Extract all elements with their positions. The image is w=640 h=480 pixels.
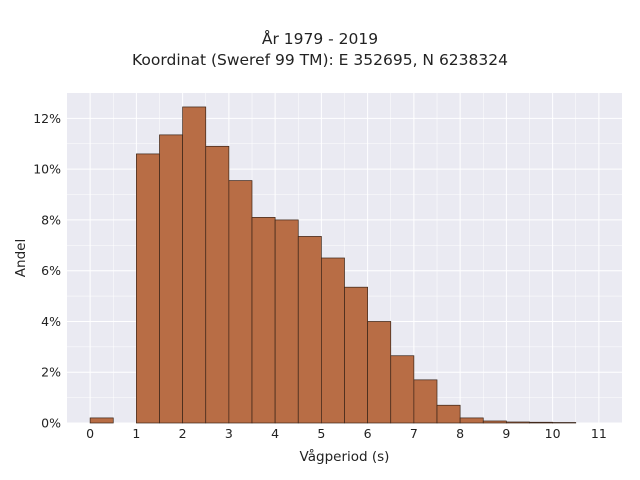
x-tick-label: 4 bbox=[271, 426, 279, 441]
y-tick-labels: 0% 2% 4% 6% 8% 10% 12% bbox=[33, 111, 61, 431]
y-tick-label: 0% bbox=[41, 416, 61, 431]
histogram-bar bbox=[274, 219, 299, 424]
y-tick-label: 8% bbox=[41, 212, 61, 227]
x-tick-label: 0 bbox=[86, 426, 94, 441]
x-tick-label: 10 bbox=[545, 426, 561, 441]
x-tick-label: 11 bbox=[591, 426, 607, 441]
x-tick-label: 1 bbox=[132, 426, 140, 441]
histogram-bar bbox=[136, 153, 160, 424]
x-tick-label: 5 bbox=[317, 426, 325, 441]
histogram-bar bbox=[390, 355, 415, 424]
x-tick-label: 8 bbox=[456, 426, 464, 441]
histogram-bar bbox=[321, 257, 345, 424]
chart-title-line-2: Koordinat (Sweref 99 TM): E 352695, N 62… bbox=[132, 51, 508, 69]
histogram-bar bbox=[182, 106, 207, 424]
x-axis-label: Vågperiod (s) bbox=[300, 448, 390, 465]
histogram-bar bbox=[297, 236, 322, 424]
x-tick-label: 3 bbox=[225, 426, 233, 441]
histogram-bar bbox=[552, 422, 577, 424]
histogram-bar bbox=[344, 286, 368, 424]
y-tick-label: 12% bbox=[33, 111, 61, 126]
x-tick-label: 7 bbox=[410, 426, 418, 441]
histogram-bar bbox=[228, 180, 253, 424]
x-tick-labels: 0 1 2 3 4 5 6 7 8 9 10 11 bbox=[86, 426, 607, 441]
histogram-bar bbox=[436, 404, 461, 424]
histogram-bar bbox=[529, 421, 553, 424]
y-tick-label: 6% bbox=[41, 263, 61, 278]
histogram-bar bbox=[367, 321, 392, 424]
histogram-bar bbox=[159, 134, 183, 424]
chart-title-line-1: År 1979 - 2019 bbox=[261, 30, 379, 48]
histogram-bar bbox=[482, 420, 507, 424]
x-tick-label: 6 bbox=[364, 426, 372, 441]
histogram-bar bbox=[251, 217, 276, 424]
histogram-bar bbox=[506, 421, 530, 424]
histogram-bar bbox=[413, 379, 438, 424]
bars bbox=[89, 106, 577, 424]
y-axis-label: Andel bbox=[13, 239, 29, 277]
y-tick-label: 10% bbox=[33, 162, 61, 177]
x-tick-label: 2 bbox=[179, 426, 187, 441]
x-tick-label: 9 bbox=[502, 426, 510, 441]
y-tick-label: 4% bbox=[41, 314, 61, 329]
histogram-bar bbox=[89, 417, 114, 424]
histogram-bar bbox=[205, 145, 230, 424]
y-tick-label: 2% bbox=[41, 365, 61, 380]
histogram-bar bbox=[459, 417, 484, 424]
